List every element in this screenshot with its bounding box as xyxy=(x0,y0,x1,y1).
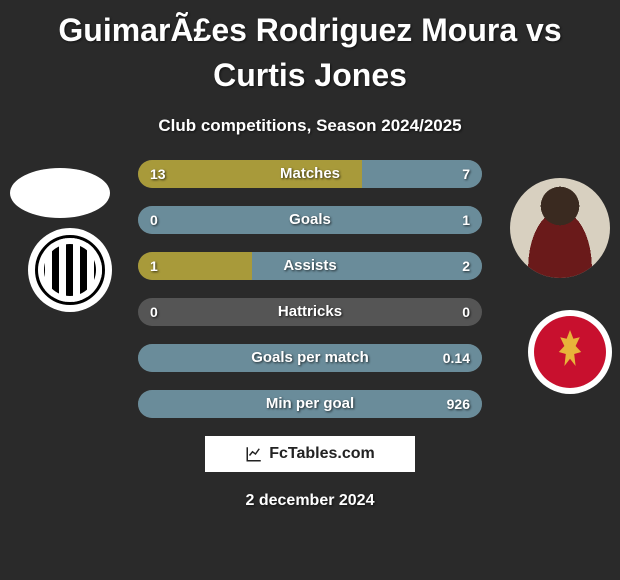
right-club-badge xyxy=(528,310,612,394)
right-player-avatar xyxy=(510,178,610,278)
stat-value-right: 0 xyxy=(462,298,470,326)
stat-value-right: 2 xyxy=(462,252,470,280)
left-player-avatar xyxy=(10,168,110,218)
liverpool-badge-icon xyxy=(534,316,606,388)
stat-value-left: 0 xyxy=(150,298,158,326)
stat-value-right: 926 xyxy=(447,390,470,418)
person-icon xyxy=(510,178,610,278)
stat-value-left: 1 xyxy=(150,252,158,280)
stat-bar-right xyxy=(138,344,482,372)
stat-bar-left xyxy=(138,160,362,188)
date-text: 2 december 2024 xyxy=(0,492,620,510)
stat-row: Goals01 xyxy=(138,206,482,234)
newcastle-badge-icon xyxy=(35,235,105,305)
watermark-text: FcTables.com xyxy=(269,445,375,463)
watermark: FcTables.com xyxy=(205,436,415,472)
stat-row: Goals per match0.14 xyxy=(138,344,482,372)
stat-row: Assists12 xyxy=(138,252,482,280)
stat-bar-right xyxy=(138,390,482,418)
stat-value-left: 0 xyxy=(150,206,158,234)
subtitle: Club competitions, Season 2024/2025 xyxy=(0,116,620,136)
stat-label: Hattricks xyxy=(138,298,482,326)
stat-row: Min per goal926 xyxy=(138,390,482,418)
stat-value-right: 1 xyxy=(462,206,470,234)
stat-value-right: 7 xyxy=(462,160,470,188)
chart-icon xyxy=(245,445,263,463)
stats-container: Matches137Goals01Assists12Hattricks00Goa… xyxy=(138,160,482,418)
stat-row: Hattricks0 0 xyxy=(138,298,482,326)
left-club-badge xyxy=(28,228,112,312)
page-title: GuimarÃ£es Rodriguez Moura vs Curtis Jon… xyxy=(0,0,620,102)
stat-row: Matches137 xyxy=(138,160,482,188)
stat-value-left: 13 xyxy=(150,160,166,188)
stat-bar-right xyxy=(252,252,482,280)
stat-value-right: 0.14 xyxy=(443,344,470,372)
stat-bar-right xyxy=(138,206,482,234)
